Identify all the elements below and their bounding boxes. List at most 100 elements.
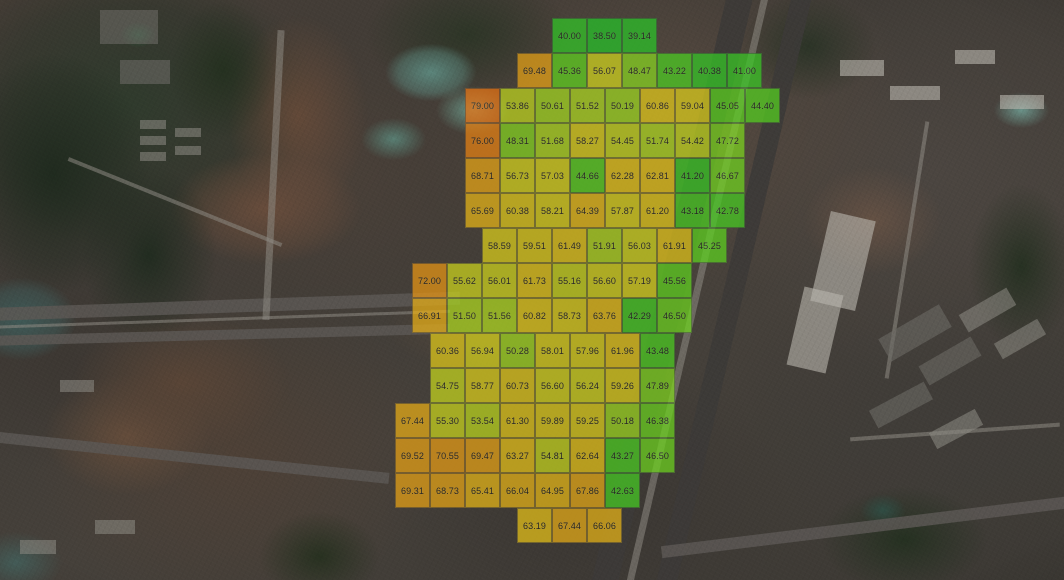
grid-cell[interactable]: 60.38 (500, 193, 535, 228)
grid-cell[interactable]: 51.52 (570, 88, 605, 123)
grid-cell[interactable]: 65.69 (465, 193, 500, 228)
grid-cell[interactable]: 43.22 (657, 53, 692, 88)
grid-cell[interactable]: 72.00 (412, 263, 447, 298)
grid-cell[interactable]: 59.51 (517, 228, 552, 263)
grid-cell[interactable]: 54.42 (675, 123, 710, 158)
grid-cell[interactable]: 45.05 (710, 88, 745, 123)
grid-cell[interactable]: 50.19 (605, 88, 640, 123)
grid-cell[interactable]: 51.74 (640, 123, 675, 158)
grid-cell[interactable]: 56.07 (587, 53, 622, 88)
grid-cell[interactable]: 59.04 (675, 88, 710, 123)
grid-cell[interactable]: 60.82 (517, 298, 552, 333)
grid-cell[interactable]: 62.81 (640, 158, 675, 193)
grid-cell[interactable]: 56.94 (465, 333, 500, 368)
grid-cell[interactable]: 56.03 (622, 228, 657, 263)
grid-cell[interactable]: 61.30 (500, 403, 535, 438)
grid-cell[interactable]: 61.73 (517, 263, 552, 298)
grid-cell[interactable]: 38.50 (587, 18, 622, 53)
grid-cell[interactable]: 46.67 (710, 158, 745, 193)
grid-cell[interactable]: 63.19 (517, 508, 552, 543)
grid-cell[interactable]: 68.73 (430, 473, 465, 508)
grid-cell[interactable]: 58.77 (465, 368, 500, 403)
grid-cell[interactable]: 54.75 (430, 368, 465, 403)
grid-cell[interactable]: 58.73 (552, 298, 587, 333)
grid-cell[interactable]: 42.29 (622, 298, 657, 333)
grid-cell[interactable]: 59.25 (570, 403, 605, 438)
grid-cell[interactable]: 56.01 (482, 263, 517, 298)
grid-cell[interactable]: 67.86 (570, 473, 605, 508)
grid-cell[interactable]: 53.54 (465, 403, 500, 438)
grid-cell[interactable]: 43.48 (640, 333, 675, 368)
grid-cell[interactable]: 42.63 (605, 473, 640, 508)
grid-cell[interactable]: 61.49 (552, 228, 587, 263)
grid-cell[interactable]: 70.55 (430, 438, 465, 473)
grid-cell[interactable]: 55.62 (447, 263, 482, 298)
grid-cell[interactable]: 56.24 (570, 368, 605, 403)
grid-cell[interactable]: 76.00 (465, 123, 500, 158)
grid-cell[interactable]: 51.50 (447, 298, 482, 333)
grid-cell[interactable]: 48.31 (500, 123, 535, 158)
grid-cell[interactable]: 43.27 (605, 438, 640, 473)
grid-cell[interactable]: 54.81 (535, 438, 570, 473)
grid-cell[interactable]: 58.01 (535, 333, 570, 368)
grid-cell[interactable]: 55.30 (430, 403, 465, 438)
grid-cell[interactable]: 57.19 (622, 263, 657, 298)
grid-cell[interactable]: 48.47 (622, 53, 657, 88)
grid-cell[interactable]: 47.89 (640, 368, 675, 403)
grid-cell[interactable]: 50.18 (605, 403, 640, 438)
grid-cell[interactable]: 64.39 (570, 193, 605, 228)
grid-cell[interactable]: 41.00 (727, 53, 762, 88)
grid-cell[interactable]: 54.45 (605, 123, 640, 158)
grid-cell[interactable]: 41.20 (675, 158, 710, 193)
grid-cell[interactable]: 50.28 (500, 333, 535, 368)
grid-cell[interactable]: 60.36 (430, 333, 465, 368)
grid-cell[interactable]: 58.59 (482, 228, 517, 263)
grid-cell[interactable]: 57.87 (605, 193, 640, 228)
grid-cell[interactable]: 57.03 (535, 158, 570, 193)
grid-cell[interactable]: 69.47 (465, 438, 500, 473)
grid-cell[interactable]: 46.50 (640, 438, 675, 473)
grid-cell[interactable]: 55.16 (552, 263, 587, 298)
grid-cell[interactable]: 56.60 (587, 263, 622, 298)
grid-cell[interactable]: 61.96 (605, 333, 640, 368)
grid-cell[interactable]: 56.73 (500, 158, 535, 193)
grid-cell[interactable]: 59.26 (605, 368, 640, 403)
grid-cell[interactable]: 66.06 (587, 508, 622, 543)
grid-cell[interactable]: 51.91 (587, 228, 622, 263)
grid-cell[interactable]: 67.44 (395, 403, 430, 438)
grid-cell[interactable]: 43.18 (675, 193, 710, 228)
grid-cell[interactable]: 69.31 (395, 473, 430, 508)
grid-cell[interactable]: 66.91 (412, 298, 447, 333)
grid-cell[interactable]: 40.38 (692, 53, 727, 88)
grid-cell[interactable]: 46.50 (657, 298, 692, 333)
grid-cell[interactable]: 45.56 (657, 263, 692, 298)
grid-cell[interactable]: 45.25 (692, 228, 727, 263)
grid-cell[interactable]: 69.48 (517, 53, 552, 88)
grid-cell[interactable]: 61.20 (640, 193, 675, 228)
grid-cell[interactable]: 44.40 (745, 88, 780, 123)
grid-cell[interactable]: 79.00 (465, 88, 500, 123)
grid-cell[interactable]: 57.96 (570, 333, 605, 368)
grid-cell[interactable]: 61.91 (657, 228, 692, 263)
grid-cell[interactable]: 59.89 (535, 403, 570, 438)
grid-cell[interactable]: 60.86 (640, 88, 675, 123)
grid-cell[interactable]: 40.00 (552, 18, 587, 53)
grid-cell[interactable]: 56.60 (535, 368, 570, 403)
grid-cell[interactable]: 60.73 (500, 368, 535, 403)
grid-cell[interactable]: 45.36 (552, 53, 587, 88)
grid-cell[interactable]: 62.28 (605, 158, 640, 193)
grid-cell[interactable]: 67.44 (552, 508, 587, 543)
grid-cell[interactable]: 46.38 (640, 403, 675, 438)
grid-cell[interactable]: 58.27 (570, 123, 605, 158)
grid-cell[interactable]: 68.71 (465, 158, 500, 193)
grid-cell[interactable]: 63.27 (500, 438, 535, 473)
grid-cell[interactable]: 47.72 (710, 123, 745, 158)
grid-cell[interactable]: 51.68 (535, 123, 570, 158)
grid-cell[interactable]: 69.52 (395, 438, 430, 473)
grid-cell[interactable]: 39.14 (622, 18, 657, 53)
grid-cell[interactable]: 44.66 (570, 158, 605, 193)
grid-cell[interactable]: 66.04 (500, 473, 535, 508)
grid-cell[interactable]: 63.76 (587, 298, 622, 333)
